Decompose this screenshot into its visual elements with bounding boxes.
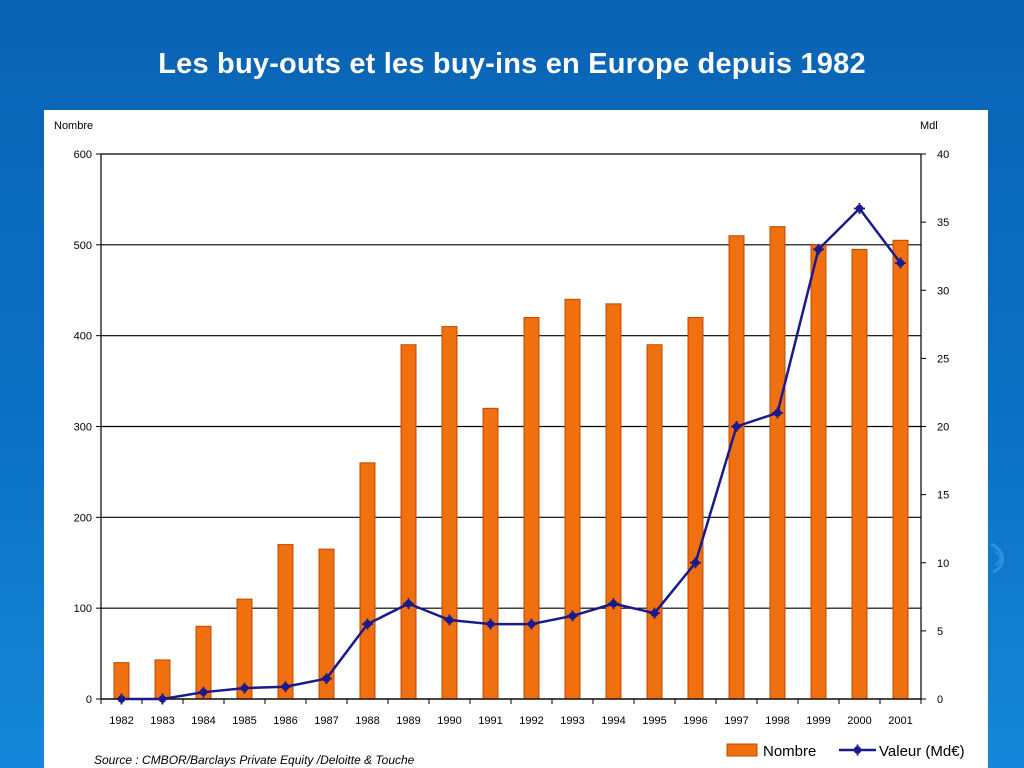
x-tick-label: 1999 [806, 715, 830, 727]
left-tick-label: 300 [74, 422, 92, 434]
line-point [608, 598, 619, 610]
legend: Nombre Valeur (Md€) [726, 743, 965, 760]
line-point [772, 407, 783, 419]
x-tick-label: 1984 [191, 715, 215, 727]
decorative-swirl [990, 542, 1004, 574]
x-tick-label: 1998 [765, 715, 789, 727]
x-tick-label: 1992 [519, 715, 543, 727]
x-tick-label: 1988 [355, 715, 379, 727]
bar [400, 344, 417, 700]
line-point [321, 673, 332, 685]
combo-chart: 0 100 200 300 400 500 600 0 5 10 15 20 25 30 35 40 1982 1… [54, 120, 965, 767]
grid-lines [101, 153, 921, 700]
bar [851, 248, 868, 700]
x-tick-label: 1990 [437, 715, 461, 727]
x-tick-label: 1991 [478, 715, 502, 727]
x-tick-label: 1993 [560, 715, 584, 727]
slide-title: Les buy-outs et les buy-ins en Europe de… [158, 48, 866, 80]
bar [605, 303, 622, 700]
right-tick-label: 5 [937, 626, 943, 638]
bar [892, 239, 909, 700]
line-point [526, 618, 537, 630]
line-point [731, 421, 742, 432]
x-tick-label: 1996 [683, 715, 707, 727]
left-tick-label: 100 [74, 603, 92, 615]
bar [728, 235, 745, 700]
bar [523, 317, 540, 700]
x-tick-label: 1997 [724, 715, 748, 727]
x-tick-label: 1994 [601, 715, 625, 727]
line-path [121, 207, 902, 701]
bar-series [113, 226, 909, 700]
line-point [649, 607, 660, 619]
line-point [813, 243, 824, 255]
left-axis-label: Nombre [54, 120, 93, 132]
legend-marker-valeur [852, 744, 863, 756]
line-series [116, 203, 906, 705]
left-tick-label: 500 [74, 240, 92, 252]
right-tick-label: 35 [937, 217, 949, 229]
left-tick-label: 0 [86, 694, 92, 706]
x-tick-label: 2000 [847, 715, 871, 727]
left-tick-label: 400 [74, 331, 92, 343]
x-tick-label: 1986 [273, 715, 297, 727]
bar [687, 317, 704, 700]
legend-label-valeur: Valeur (Md€) [879, 743, 965, 760]
chart-panel: 0 100 200 300 400 500 600 0 5 10 15 20 25 30 35 40 1982 1… [44, 110, 988, 768]
left-tick-label: 200 [74, 512, 92, 524]
bar [646, 344, 663, 700]
line-point [239, 682, 250, 694]
x-tick-label: 1989 [396, 715, 420, 727]
line-point [116, 693, 127, 705]
right-tick-label: 15 [937, 490, 949, 502]
bar [769, 226, 786, 700]
bar [154, 659, 171, 700]
right-tick-label: 25 [937, 353, 949, 365]
axis-labels: 0 100 200 300 400 500 600 0 5 10 15 20 25 30 35 40 1982 1… [74, 149, 950, 727]
line-point [485, 618, 496, 630]
x-tick-label: 1995 [642, 715, 666, 727]
x-tick-label: 1982 [109, 715, 133, 727]
x-tick-label: 2001 [888, 715, 912, 727]
bar [277, 544, 294, 700]
bar [810, 244, 827, 700]
line-point [854, 203, 865, 214]
line-point [403, 598, 414, 610]
bar [482, 407, 499, 700]
bar [359, 462, 376, 700]
bar [564, 298, 581, 700]
line-point [567, 610, 578, 622]
legend-swatch-nombre [726, 743, 758, 757]
x-tick-label: 1987 [314, 715, 338, 727]
right-tick-label: 0 [937, 694, 943, 706]
line-point [690, 557, 701, 569]
line-point [895, 257, 906, 269]
right-tick-label: 30 [937, 285, 949, 297]
x-tick-label: 1985 [232, 715, 256, 727]
line-point [198, 686, 209, 698]
line-point [157, 693, 168, 705]
line-point [444, 614, 455, 626]
bar [441, 326, 458, 700]
line-point [362, 618, 373, 630]
source-note: Source : CMBOR/Barclays Private Equity /… [94, 753, 415, 767]
right-tick-label: 40 [937, 149, 949, 161]
left-tick-label: 600 [74, 149, 92, 161]
axes [96, 153, 926, 704]
right-tick-label: 20 [937, 422, 949, 434]
x-tick-label: 1983 [150, 715, 174, 727]
legend-label-nombre: Nombre [763, 743, 816, 760]
right-tick-label: 10 [937, 558, 949, 570]
line-point [280, 681, 291, 693]
right-axis-label: Mdl [920, 120, 938, 132]
